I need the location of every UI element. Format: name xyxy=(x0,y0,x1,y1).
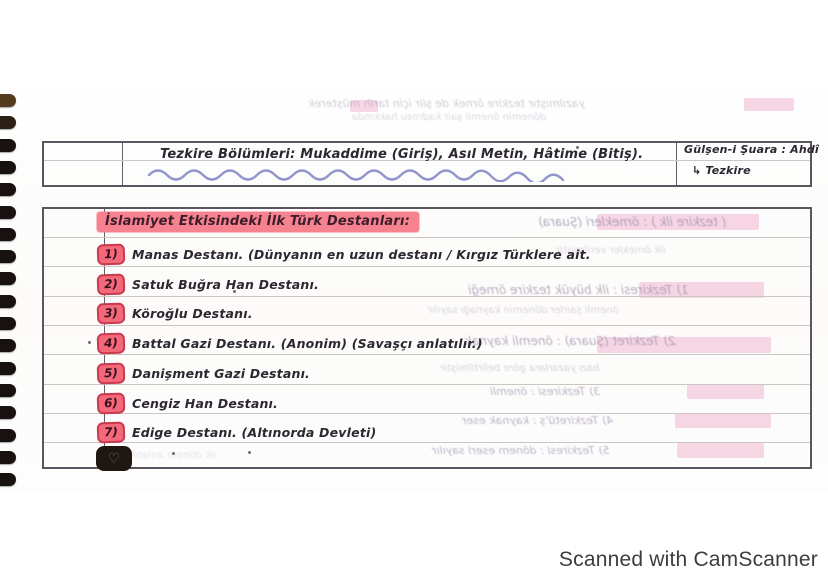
spiral-hole xyxy=(0,361,16,375)
bleed-through-highlight xyxy=(597,337,771,353)
ruled-line xyxy=(44,266,810,267)
ruled-line xyxy=(44,413,810,414)
bleed-through-highlight xyxy=(639,282,764,298)
item-number-badge: 5) xyxy=(96,362,126,384)
list-item: 4) Battal Gazi Destanı. (Anonim) (Savaşçı… xyxy=(96,332,483,354)
spiral-hole xyxy=(0,383,16,397)
spiral-hole xyxy=(0,227,16,241)
ink-speck xyxy=(233,290,236,293)
item-number-badge: 3) xyxy=(96,302,126,324)
ruled-line xyxy=(44,237,810,238)
spiral-hole xyxy=(0,294,16,308)
list-item: 3) Köroğlu Destanı. xyxy=(96,302,253,324)
paper-background xyxy=(0,90,828,492)
spiral-hole xyxy=(0,473,16,487)
section-title-highlight: İslamiyet Etkisindeki İlk Türk Destanlar… xyxy=(97,212,420,232)
item-number-badge: 7) xyxy=(96,421,126,443)
ruled-line xyxy=(44,160,810,161)
item-text: Köroğlu Destanı. xyxy=(132,305,253,321)
bleed-through-highlight xyxy=(350,100,378,112)
item-text: Battal Gazi Destanı. (Anonim) (Savaşçı a… xyxy=(132,335,483,351)
ruled-line xyxy=(44,442,810,443)
list-item: 7) Edige Destanı. (Altınorda Devleti) xyxy=(96,421,377,443)
header-table xyxy=(42,141,812,187)
item-text: Edige Destanı. (Altınorda Devleti) xyxy=(132,424,377,440)
bleed-through-text: yazılmıştır tezkire örnek de şiir için t… xyxy=(308,97,585,110)
spiral-hole xyxy=(0,272,16,286)
camscanner-watermark: Scanned with CamScanner xyxy=(558,548,818,571)
spiral-hole xyxy=(0,183,16,197)
bleed-through-highlight xyxy=(744,98,794,111)
item-text: Danişment Gazi Destanı. xyxy=(132,365,311,381)
notes-table xyxy=(42,207,812,469)
item-text: Satuk Buğra Han Destanı. xyxy=(132,276,319,292)
ruled-line xyxy=(44,325,810,326)
ink-speck xyxy=(362,254,365,257)
heart-sticker-icon: ♡ xyxy=(96,446,132,471)
item-text: Cengiz Han Destanı. xyxy=(132,395,278,411)
list-item: 2) Satuk Buğra Han Destanı. xyxy=(96,273,319,295)
wavy-underline xyxy=(147,169,565,182)
spiral-hole xyxy=(0,205,16,219)
item-number-badge: 6) xyxy=(96,392,126,414)
header-right-note: Gülşen-i Şuara : Ahdî xyxy=(684,143,819,156)
header-table-divider-left xyxy=(122,143,123,185)
header-title: Tezkire Bölümleri: Mukaddime (Giriş), As… xyxy=(160,147,644,162)
spiral-hole xyxy=(0,450,16,464)
bleed-through-highlight xyxy=(687,384,764,399)
item-number-badge: 2) xyxy=(96,273,126,295)
ruled-line xyxy=(44,354,810,355)
item-number-badge: 4) xyxy=(96,332,126,354)
ink-speck xyxy=(248,451,251,454)
ink-speck xyxy=(88,341,91,344)
ruled-line xyxy=(44,384,810,385)
bleed-through-text: dönemin önemli şair kadrosu hakkında xyxy=(352,112,547,123)
spiral-hole xyxy=(0,428,16,442)
spiral-hole xyxy=(0,339,16,353)
spiral-hole xyxy=(0,94,16,107)
item-number-badge: 1) xyxy=(96,243,126,265)
spiral-hole xyxy=(0,160,16,174)
header-right-subnote: ↳ Tezkire xyxy=(692,164,751,177)
spiral-hole xyxy=(0,250,16,264)
list-item: 1) Manas Destanı. (Dünyanın en uzun desta… xyxy=(96,243,591,265)
bleed-through-highlight xyxy=(677,443,764,458)
list-item: 6) Cengiz Han Destanı. xyxy=(96,392,278,414)
spiral-hole xyxy=(0,116,16,130)
bleed-through-highlight xyxy=(675,413,771,428)
ruled-line xyxy=(44,296,810,297)
ink-speck xyxy=(576,146,579,149)
spiral-hole xyxy=(0,317,16,330)
ink-speck xyxy=(172,452,175,455)
spiral-hole xyxy=(0,138,16,152)
bleed-through-highlight xyxy=(597,214,759,230)
list-item: 5) Danişment Gazi Destanı. xyxy=(96,362,311,384)
header-table-divider-right xyxy=(676,143,677,185)
item-text: Manas Destanı. (Dünyanın en uzun destanı… xyxy=(132,246,591,262)
spiral-hole xyxy=(0,406,16,420)
